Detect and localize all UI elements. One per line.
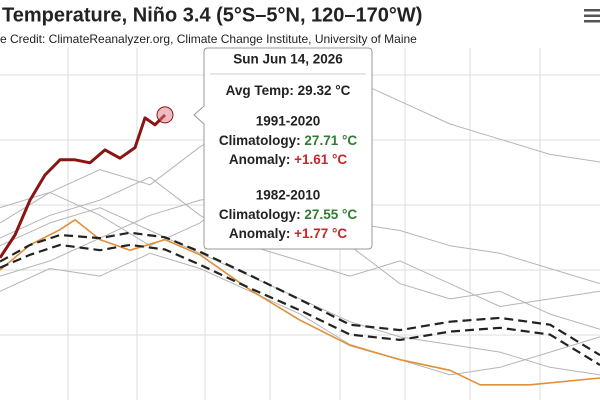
series-line [0,231,600,357]
hover-marker [156,106,174,124]
chart-title: Temperature, Niño 3.4 (5°S–5°N, 120–170°… [2,4,422,26]
series-line [0,176,600,307]
tooltip-row: Avg Temp: 29.32 °C [226,83,351,98]
tooltip-row: Climatology: 27.55 °C [219,207,357,222]
series-line [0,207,600,376]
series-line [0,252,600,376]
menu-button[interactable] [584,9,600,23]
value: 27.55 °C [304,207,357,222]
series-line [0,219,600,386]
label: Climatology: [219,207,301,222]
value: 27.71 °C [304,133,357,148]
tooltip-row: Anomaly: +1.61 °C [229,152,348,167]
label: Anomaly: [229,152,291,167]
tooltip: Sun Jun 14, 2026 Avg Temp: 29.32 °C 1991… [193,47,373,250]
series-line [0,243,600,366]
value: +1.77 °C [294,226,347,241]
value: 29.32 °C [298,83,351,98]
tooltip-date: Sun Jun 14, 2026 [233,52,343,67]
group-title: 1982-2010 [256,188,321,203]
label: Anomaly: [229,226,291,241]
tooltip-row: Climatology: 27.71 °C [219,133,357,148]
label: Avg Temp: [226,83,294,98]
group-title: 1991-2020 [256,114,321,129]
label: Climatology: [219,133,301,148]
chart-subtitle: e Credit: ClimateReanalyzer.org, Climate… [0,32,417,46]
tooltip-row: Anomaly: +1.77 °C [229,226,348,241]
value: +1.61 °C [294,152,347,167]
series-line [0,113,167,259]
